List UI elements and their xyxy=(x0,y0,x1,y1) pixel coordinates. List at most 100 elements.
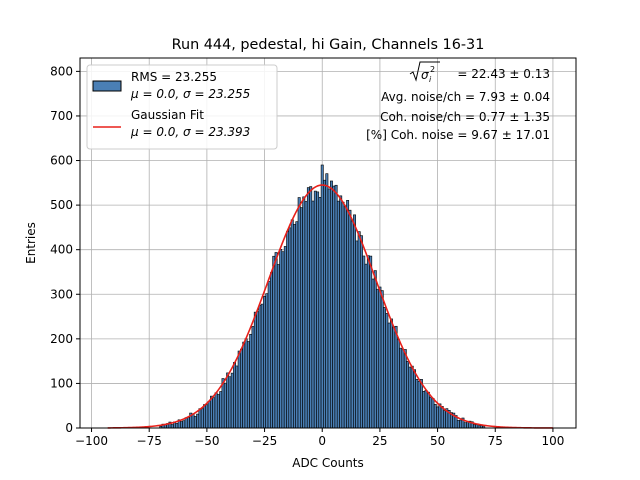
svg-text:i: i xyxy=(429,75,432,84)
histogram-bar xyxy=(313,190,317,429)
histogram-bar xyxy=(186,417,190,429)
histogram-bar xyxy=(191,413,195,429)
x-tick-label: 25 xyxy=(372,434,387,448)
histogram-bar xyxy=(389,318,393,429)
histogram-bar xyxy=(336,200,340,429)
histogram-bar xyxy=(200,408,204,429)
y-tick-label: 400 xyxy=(50,243,73,257)
histogram-bar xyxy=(410,365,414,429)
histogram-bar xyxy=(263,296,267,429)
histogram-bar xyxy=(219,391,223,429)
histogram-bar xyxy=(244,338,248,429)
histogram-bar xyxy=(353,214,356,429)
legend: RMS = 23.255 μ = 0.0, σ = 23.255 Gaussia… xyxy=(86,64,278,150)
noise-annotations: σ 2 i = 22.43 ± 0.13 Avg. noise/ch = 7.9… xyxy=(366,61,550,142)
histogram-bar xyxy=(242,341,246,429)
avg-noise-annotation: Avg. noise/ch = 7.93 ± 0.04 xyxy=(381,90,550,104)
histogram-bar xyxy=(378,286,382,429)
histogram-bar xyxy=(276,264,280,429)
histogram-bar xyxy=(302,196,306,429)
y-tick-label: 700 xyxy=(50,109,73,123)
histogram-bar xyxy=(223,382,227,429)
histogram-bar xyxy=(253,311,257,429)
histogram-bar xyxy=(237,350,241,429)
histogram-bar xyxy=(385,313,389,429)
histogram-bar xyxy=(318,197,322,429)
histogram-bar xyxy=(212,397,216,429)
x-tick-label: −75 xyxy=(137,434,162,448)
histogram-bar xyxy=(355,240,359,429)
histogram-bar xyxy=(346,200,350,429)
histogram-bar xyxy=(306,187,310,429)
histogram-bar xyxy=(327,188,331,429)
histogram-bar xyxy=(330,180,333,429)
histogram-bar xyxy=(249,333,253,429)
histogram-bar xyxy=(429,396,433,429)
histogram-bar xyxy=(205,404,209,429)
histogram-bar xyxy=(332,185,336,429)
x-tick-label: −25 xyxy=(252,434,277,448)
y-tick-label: 800 xyxy=(50,64,73,78)
histogram-bar xyxy=(417,381,421,429)
histogram-bar xyxy=(251,326,255,429)
histogram-bar xyxy=(198,408,202,429)
y-tick-label: 200 xyxy=(50,332,73,346)
histogram-bar xyxy=(323,179,326,429)
histogram-bar xyxy=(226,372,230,429)
histogram-bar xyxy=(376,288,380,429)
histogram-bar xyxy=(196,413,200,429)
histogram-bar xyxy=(339,195,343,429)
histogram-bar xyxy=(357,231,361,429)
histogram-bar xyxy=(334,184,338,429)
y-tick-label: 0 xyxy=(65,421,73,435)
histogram-bar xyxy=(359,235,363,429)
histogram-bar xyxy=(311,200,315,429)
histogram-bar xyxy=(175,423,179,429)
histogram-bar xyxy=(424,389,428,429)
histogram-bar xyxy=(366,255,370,429)
y-tick-label: 100 xyxy=(50,376,73,390)
gaussian-fit-line xyxy=(107,184,553,429)
histogram-bar xyxy=(286,230,290,429)
histogram-bar xyxy=(459,419,463,429)
histogram-bar xyxy=(463,422,467,429)
histogram-bar xyxy=(394,325,398,429)
histogram-bar xyxy=(309,186,313,429)
histogram-bar xyxy=(182,420,186,429)
histogram-bar xyxy=(380,290,384,429)
y-axis-label: Entries xyxy=(24,222,38,264)
histogram-bar xyxy=(399,347,403,429)
histogram-bar xyxy=(170,424,174,429)
histogram-bar xyxy=(364,263,368,429)
histogram-bar xyxy=(246,341,250,429)
histogram-bar xyxy=(383,307,386,429)
histogram-bar xyxy=(297,197,301,429)
histogram-bar xyxy=(373,270,377,429)
histogram-bar xyxy=(362,255,366,429)
legend-histogram-line1: RMS = 23.255 xyxy=(131,70,217,84)
histogram-bar xyxy=(316,191,320,429)
histogram-bar xyxy=(281,251,285,429)
histogram-bar xyxy=(466,421,470,429)
histogram-bar xyxy=(288,227,292,429)
histogram-bar xyxy=(295,221,299,429)
histogram-bar xyxy=(265,293,269,429)
histogram-bar xyxy=(258,304,262,429)
histogram-bar xyxy=(415,378,419,429)
histogram-bar xyxy=(475,424,479,429)
histogram-bar xyxy=(272,255,276,429)
histogram-bar xyxy=(180,421,183,429)
svg-text:2: 2 xyxy=(430,65,435,74)
histogram-bar xyxy=(436,406,440,429)
y-axis-ticks: 0 100 200 300 400 500 600 700 800 xyxy=(50,64,80,435)
coh-noise-annotation: Coh. noise/ch = 0.77 ± 1.35 xyxy=(380,110,550,124)
x-axis-ticks: −100 −75 −50 −25 0 25 50 75 100 xyxy=(75,428,564,448)
histogram-bar xyxy=(348,209,352,429)
histogram-bar xyxy=(408,366,412,429)
histogram-bar xyxy=(371,278,375,429)
histogram-bar xyxy=(214,392,218,429)
histogram-bar xyxy=(325,173,329,429)
histogram-bar xyxy=(279,249,283,429)
y-tick-label: 300 xyxy=(50,287,73,301)
histogram-bar xyxy=(438,403,442,429)
